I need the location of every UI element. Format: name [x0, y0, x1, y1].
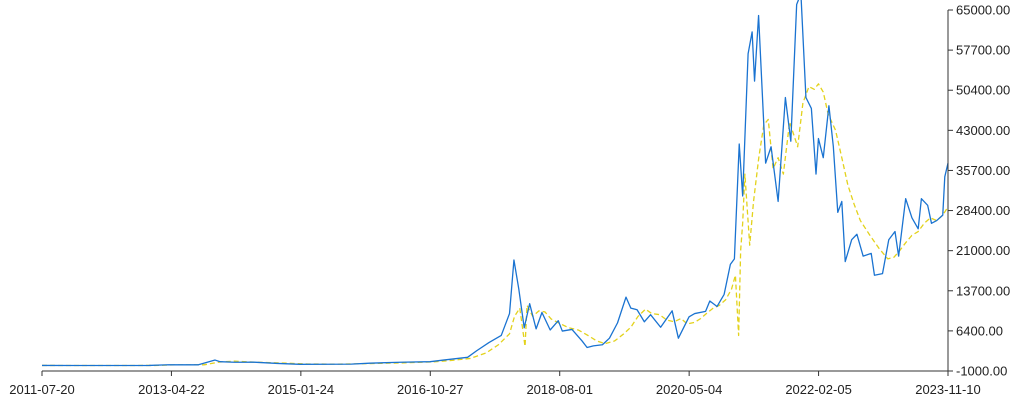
- x-tick-label: 2016-10-27: [397, 382, 464, 397]
- y-tick-label: 57700.00: [956, 43, 1010, 58]
- x-tick-label: 2020-05-04: [656, 382, 723, 397]
- y-tick-label: 65000.00: [956, 3, 1010, 18]
- y-tick-label: 21000.00: [956, 243, 1010, 258]
- x-tick-label: 2022-02-05: [785, 382, 852, 397]
- x-axis-ticks: 2011-07-20 2013-04-22 2015-01-24 2016-10-27…: [9, 371, 981, 397]
- y-tick-label: 43000.00: [956, 123, 1010, 138]
- y-tick-label: -1000.00: [956, 364, 1007, 379]
- series-layer: [41, 0, 949, 367]
- series-line-2: [41, 83, 949, 367]
- x-tick-label: 2015-01-24: [268, 382, 335, 397]
- series-line-1: [41, 0, 949, 367]
- x-tick-label: 2023-11-10: [915, 382, 981, 397]
- x-tick-label: 2011-07-20: [9, 382, 75, 397]
- y-tick-label: 35700.00: [956, 163, 1010, 178]
- axes-layer: [42, 10, 949, 372]
- y-tick-label: 13700.00: [956, 283, 1010, 298]
- x-tick-label: 2018-08-01: [526, 382, 593, 397]
- y-tick-label: 28400.00: [956, 203, 1010, 218]
- y-axis-ticks: 65000.00 57700.00 50400.00 43000.00 35700.00…: [948, 3, 1010, 379]
- y-tick-label: 50400.00: [956, 83, 1010, 98]
- x-tick-label: 2013-04-22: [138, 382, 205, 397]
- y-tick-label: 6400.00: [956, 323, 1003, 338]
